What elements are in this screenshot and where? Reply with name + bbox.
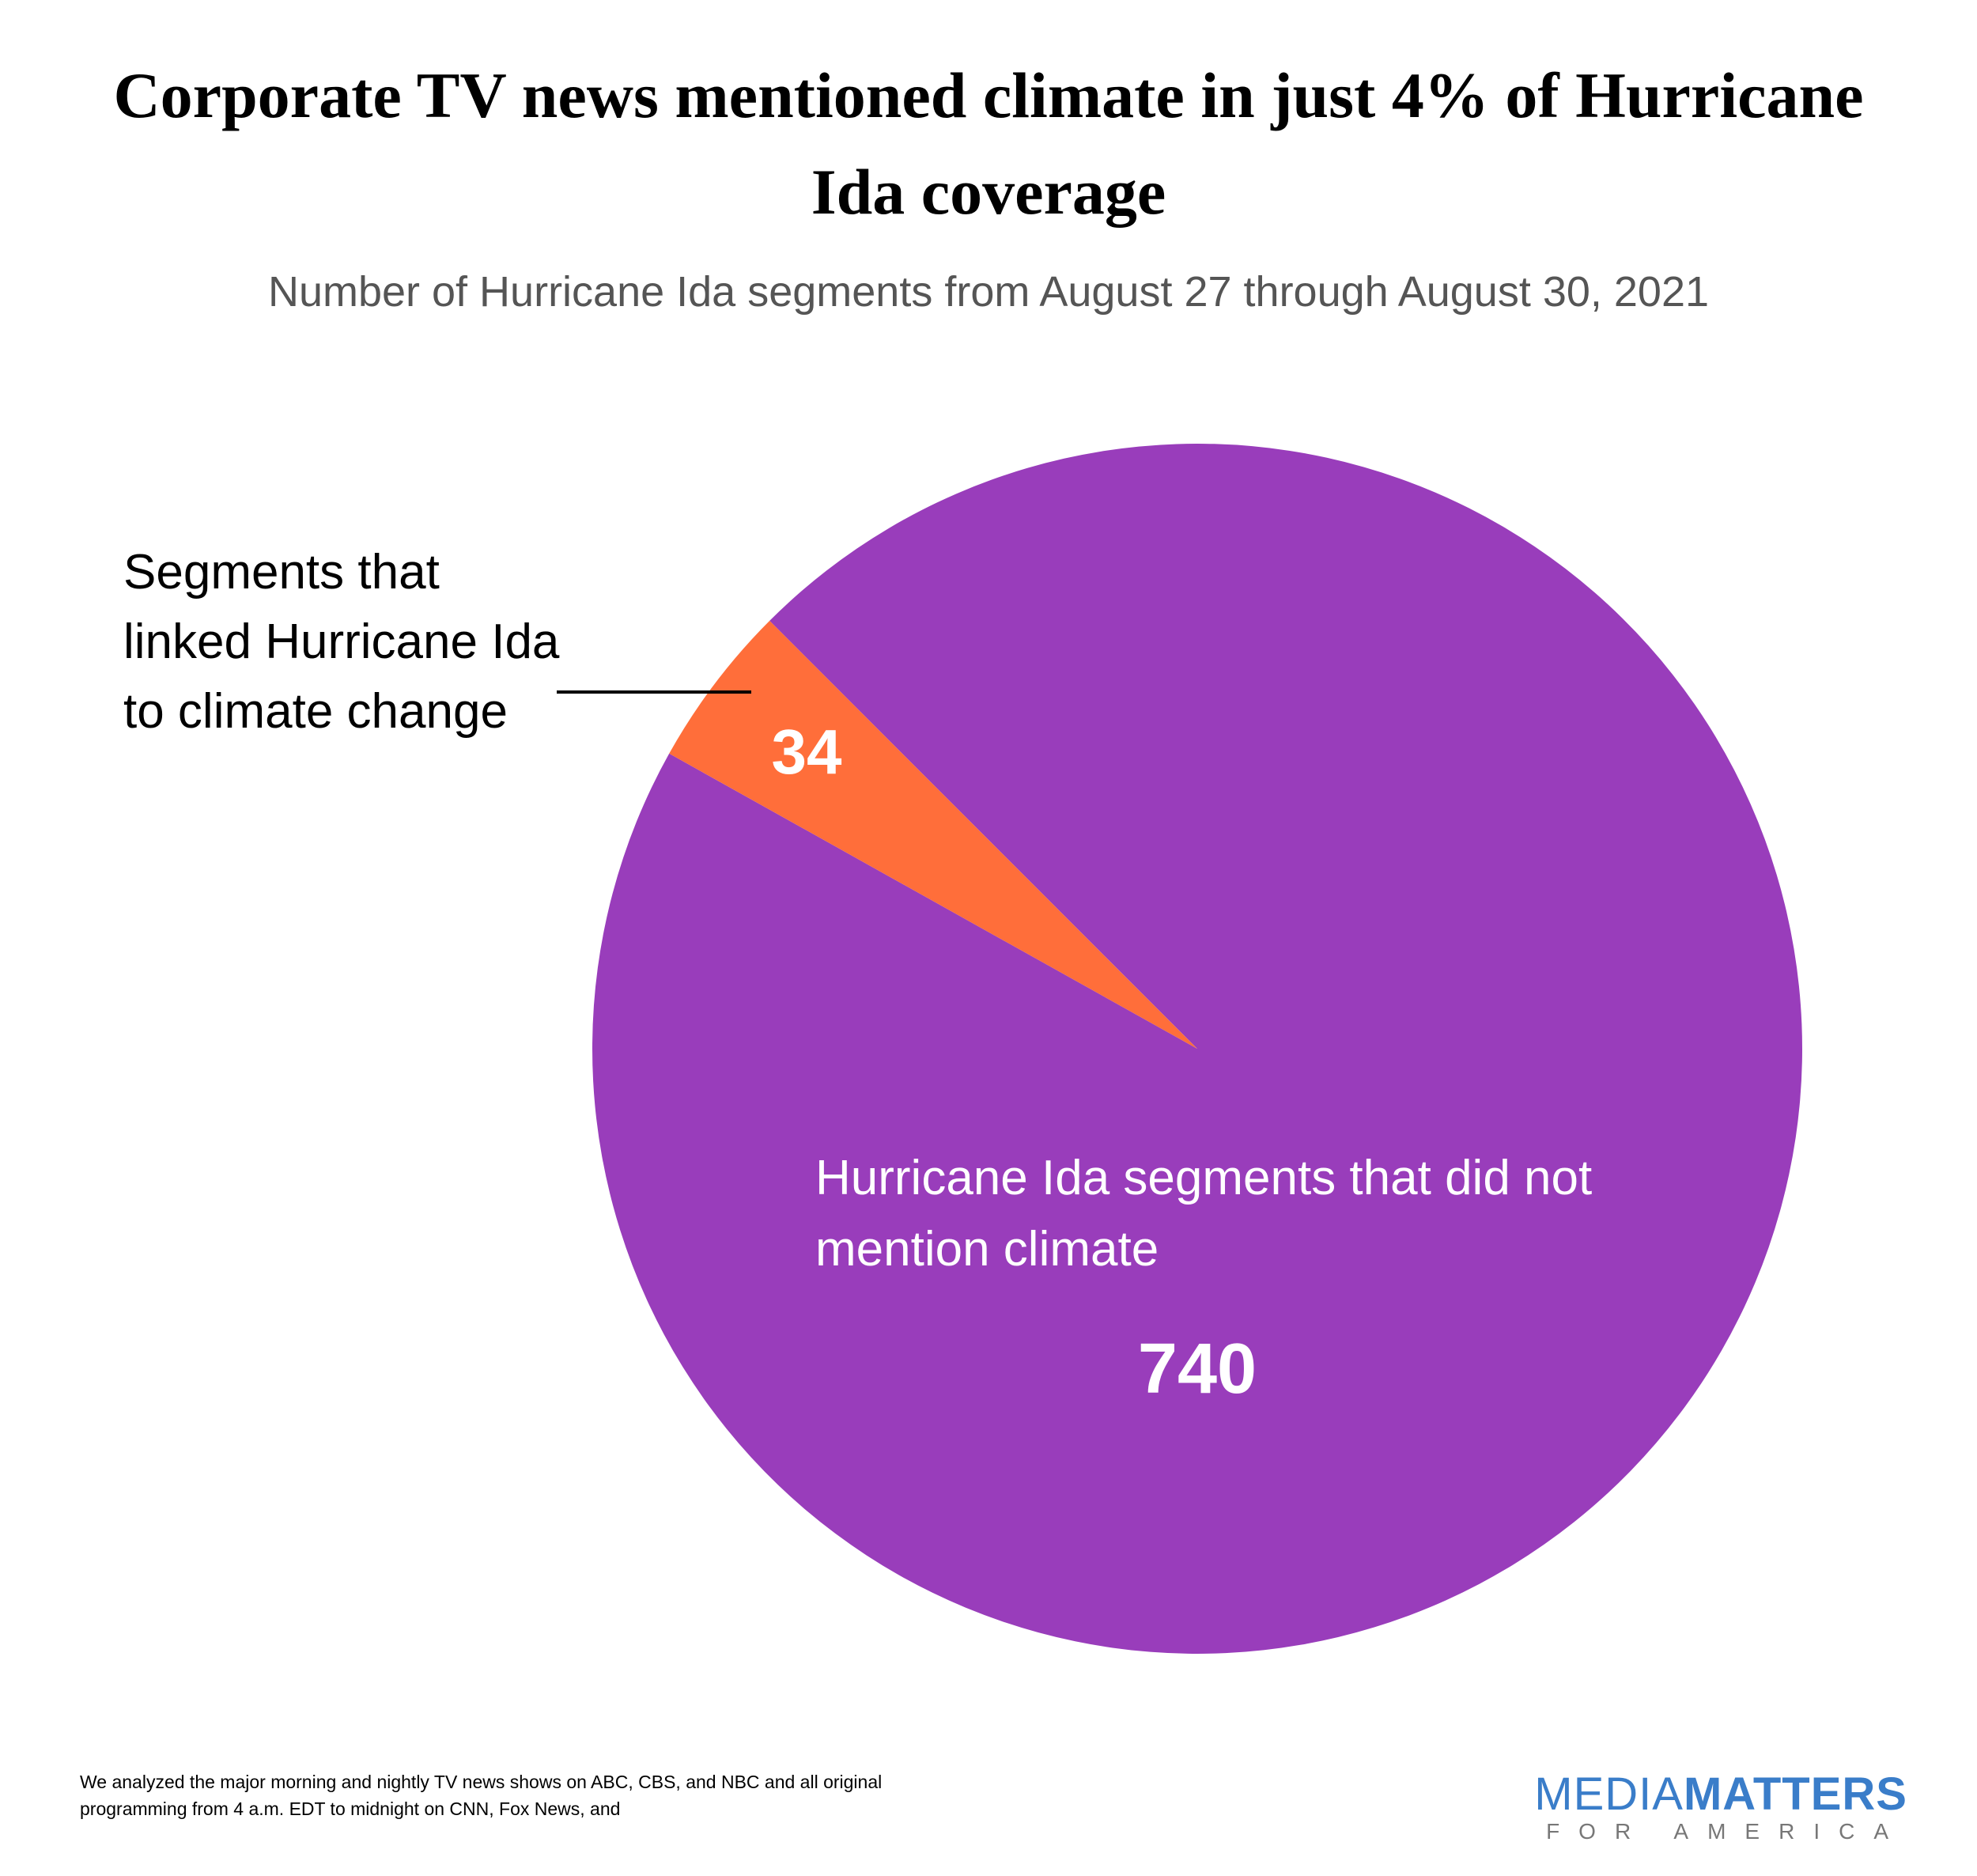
- slice-label: Hurricane Ida segments that did not ment…: [815, 1151, 1593, 1277]
- slice-label: Segments that linked Hurricane Ida to cl…: [123, 545, 560, 739]
- pie-slice: [669, 620, 1197, 1049]
- value-label: 740: [1137, 1329, 1257, 1409]
- logo: MEDIAMATTERS: [1534, 1768, 1907, 1821]
- value-label: 34: [771, 717, 842, 787]
- footnote: We analyzed the major morning and nightl…: [80, 1772, 883, 1819]
- logo-text: MEDIA: [1534, 1768, 1684, 1820]
- chart-subtitle: Number of Hurricane Ida segments from Au…: [267, 268, 1710, 316]
- logo-text: MATTERS: [1683, 1768, 1907, 1820]
- logo-subtext: FOR AMERICA: [1546, 1819, 1907, 1844]
- chart-title: Corporate TV news mentioned climate in j…: [113, 59, 1864, 228]
